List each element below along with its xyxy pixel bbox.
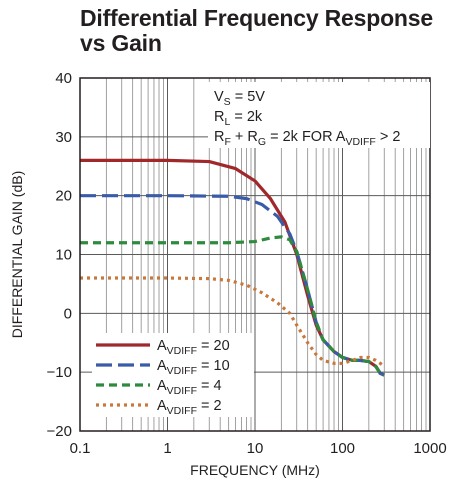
annotation-text: R (214, 129, 224, 145)
series-line-2 (80, 235, 385, 377)
legend-label-2: AVDIFF = 4 (157, 378, 222, 397)
x-tick-label: 100 (330, 440, 355, 457)
x-axis-label: FREQUENCY (MHz) (190, 462, 320, 478)
x-tick-label: 1000 (413, 440, 446, 457)
legend-text: = 10 (197, 358, 230, 374)
axis-labels: FREQUENCY (MHz) DIFFERENTIAL GAIN (dB) (9, 171, 320, 478)
x-tick-label: 10 (247, 440, 264, 457)
annotation-subscript: S (224, 96, 231, 108)
tick-labels: 0.1 1 10 100 1000 −20 −10 0 10 20 30 40 (47, 70, 447, 457)
annotation-background (208, 82, 430, 148)
legend-background (92, 333, 254, 417)
annotation-text: V (214, 89, 224, 105)
series-layer (80, 158, 386, 377)
annotation-text: = 2k FOR A (266, 129, 346, 145)
legend-text: A (157, 398, 167, 414)
legend-label-1: AVDIFF = 10 (157, 358, 230, 377)
legend-subscript: VDIFF (167, 365, 197, 377)
legend-text: = 20 (197, 338, 230, 354)
plot-border (79, 77, 431, 432)
chart-title: Differential Frequency Response vs Gain (80, 6, 445, 56)
legend-subscript: VDIFF (167, 405, 197, 417)
annotation-subscript: G (258, 136, 266, 148)
annotation-line-2: RF + RG = 2k FOR AVDIFF > 2 (214, 129, 400, 148)
legend-text: = 2 (197, 398, 222, 414)
annotation-subscript: VDIFF (345, 136, 375, 148)
annotation-text: > 2 (376, 129, 401, 145)
annotation-subscript: L (224, 116, 230, 128)
y-tick-label: 20 (55, 188, 72, 205)
y-tick-label: 30 (55, 129, 72, 146)
annotation-text: + R (231, 129, 258, 145)
y-tick-label: 0 (64, 305, 72, 322)
y-tick-label: −10 (47, 364, 72, 381)
y-axis-label: DIFFERENTIAL GAIN (dB) (9, 171, 25, 339)
legend-text: = 4 (197, 378, 222, 394)
chart-title-line-2: vs Gain (80, 30, 162, 56)
y-tick-label: 40 (55, 70, 72, 87)
x-tick-label: 0.1 (70, 440, 91, 457)
legend-text: A (157, 338, 167, 354)
y-tick-label: 10 (55, 247, 72, 264)
annotation-subscript: F (224, 136, 230, 148)
annotation-text: = 2k (230, 109, 263, 125)
legend-label-3: AVDIFF = 2 (157, 398, 222, 417)
series-line-3 (80, 276, 386, 368)
legend-label-0: AVDIFF = 20 (157, 338, 230, 357)
annotation-text: R (214, 109, 224, 125)
chart-title-line-1: Differential Frequency Response (80, 5, 433, 31)
legend-subscript: VDIFF (167, 345, 197, 357)
y-tick-label: −20 (47, 423, 72, 440)
annotation-line-0: VS = 5V (214, 89, 265, 108)
legend-text: A (157, 358, 167, 374)
annotation-line-1: RL = 2k (214, 109, 263, 128)
x-tick-label: 1 (163, 440, 171, 457)
legend-subscript: VDIFF (167, 385, 197, 397)
legend-text: A (157, 378, 167, 394)
annotation-text: = 5V (231, 89, 266, 105)
plot-frame (79, 77, 431, 432)
